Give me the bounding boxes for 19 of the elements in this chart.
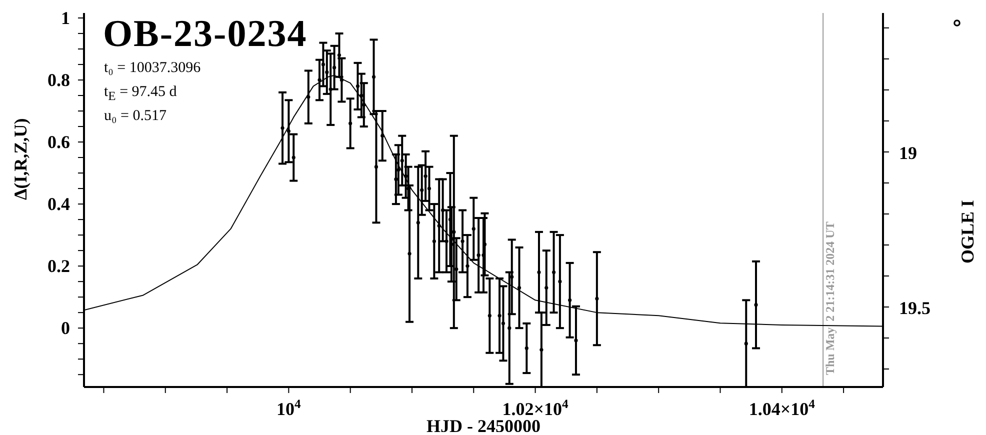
y2-tick-label: 19.5 <box>899 298 930 318</box>
annotation: t$_{E}$ = 97.45 d <box>104 84 177 103</box>
y-tick-label: 1 <box>61 8 70 28</box>
y-tick-label: 0.2 <box>48 256 70 276</box>
y-tick-label: 0.4 <box>48 194 70 214</box>
y-tick-label: 0.6 <box>48 132 70 152</box>
annotation: Thu May 2 21:14:31 2024 UT <box>823 222 838 375</box>
annotation: t₀ = 10037.3096 <box>104 60 201 76</box>
x-tick-label: 1.04×10$^{4}$ <box>748 397 816 419</box>
x-tick-label: 10$^{4}$ <box>276 397 302 419</box>
y2-axis-title: OGLE I <box>957 200 978 264</box>
y-axis-title: Δ(I,R,Z,U) <box>10 118 30 200</box>
y2-tick-label: 19 <box>899 142 917 163</box>
annotation: u₀ = 0.517 <box>104 108 166 124</box>
x-axis-title: HJD - 2450000 <box>426 416 540 435</box>
y-tick-label: 0 <box>61 318 70 338</box>
chart-title: OB-23-0234 <box>103 13 308 55</box>
x-tick-label: 1.02×10$^{4}$ <box>502 397 570 419</box>
y-tick-label: 0.8 <box>48 70 70 90</box>
